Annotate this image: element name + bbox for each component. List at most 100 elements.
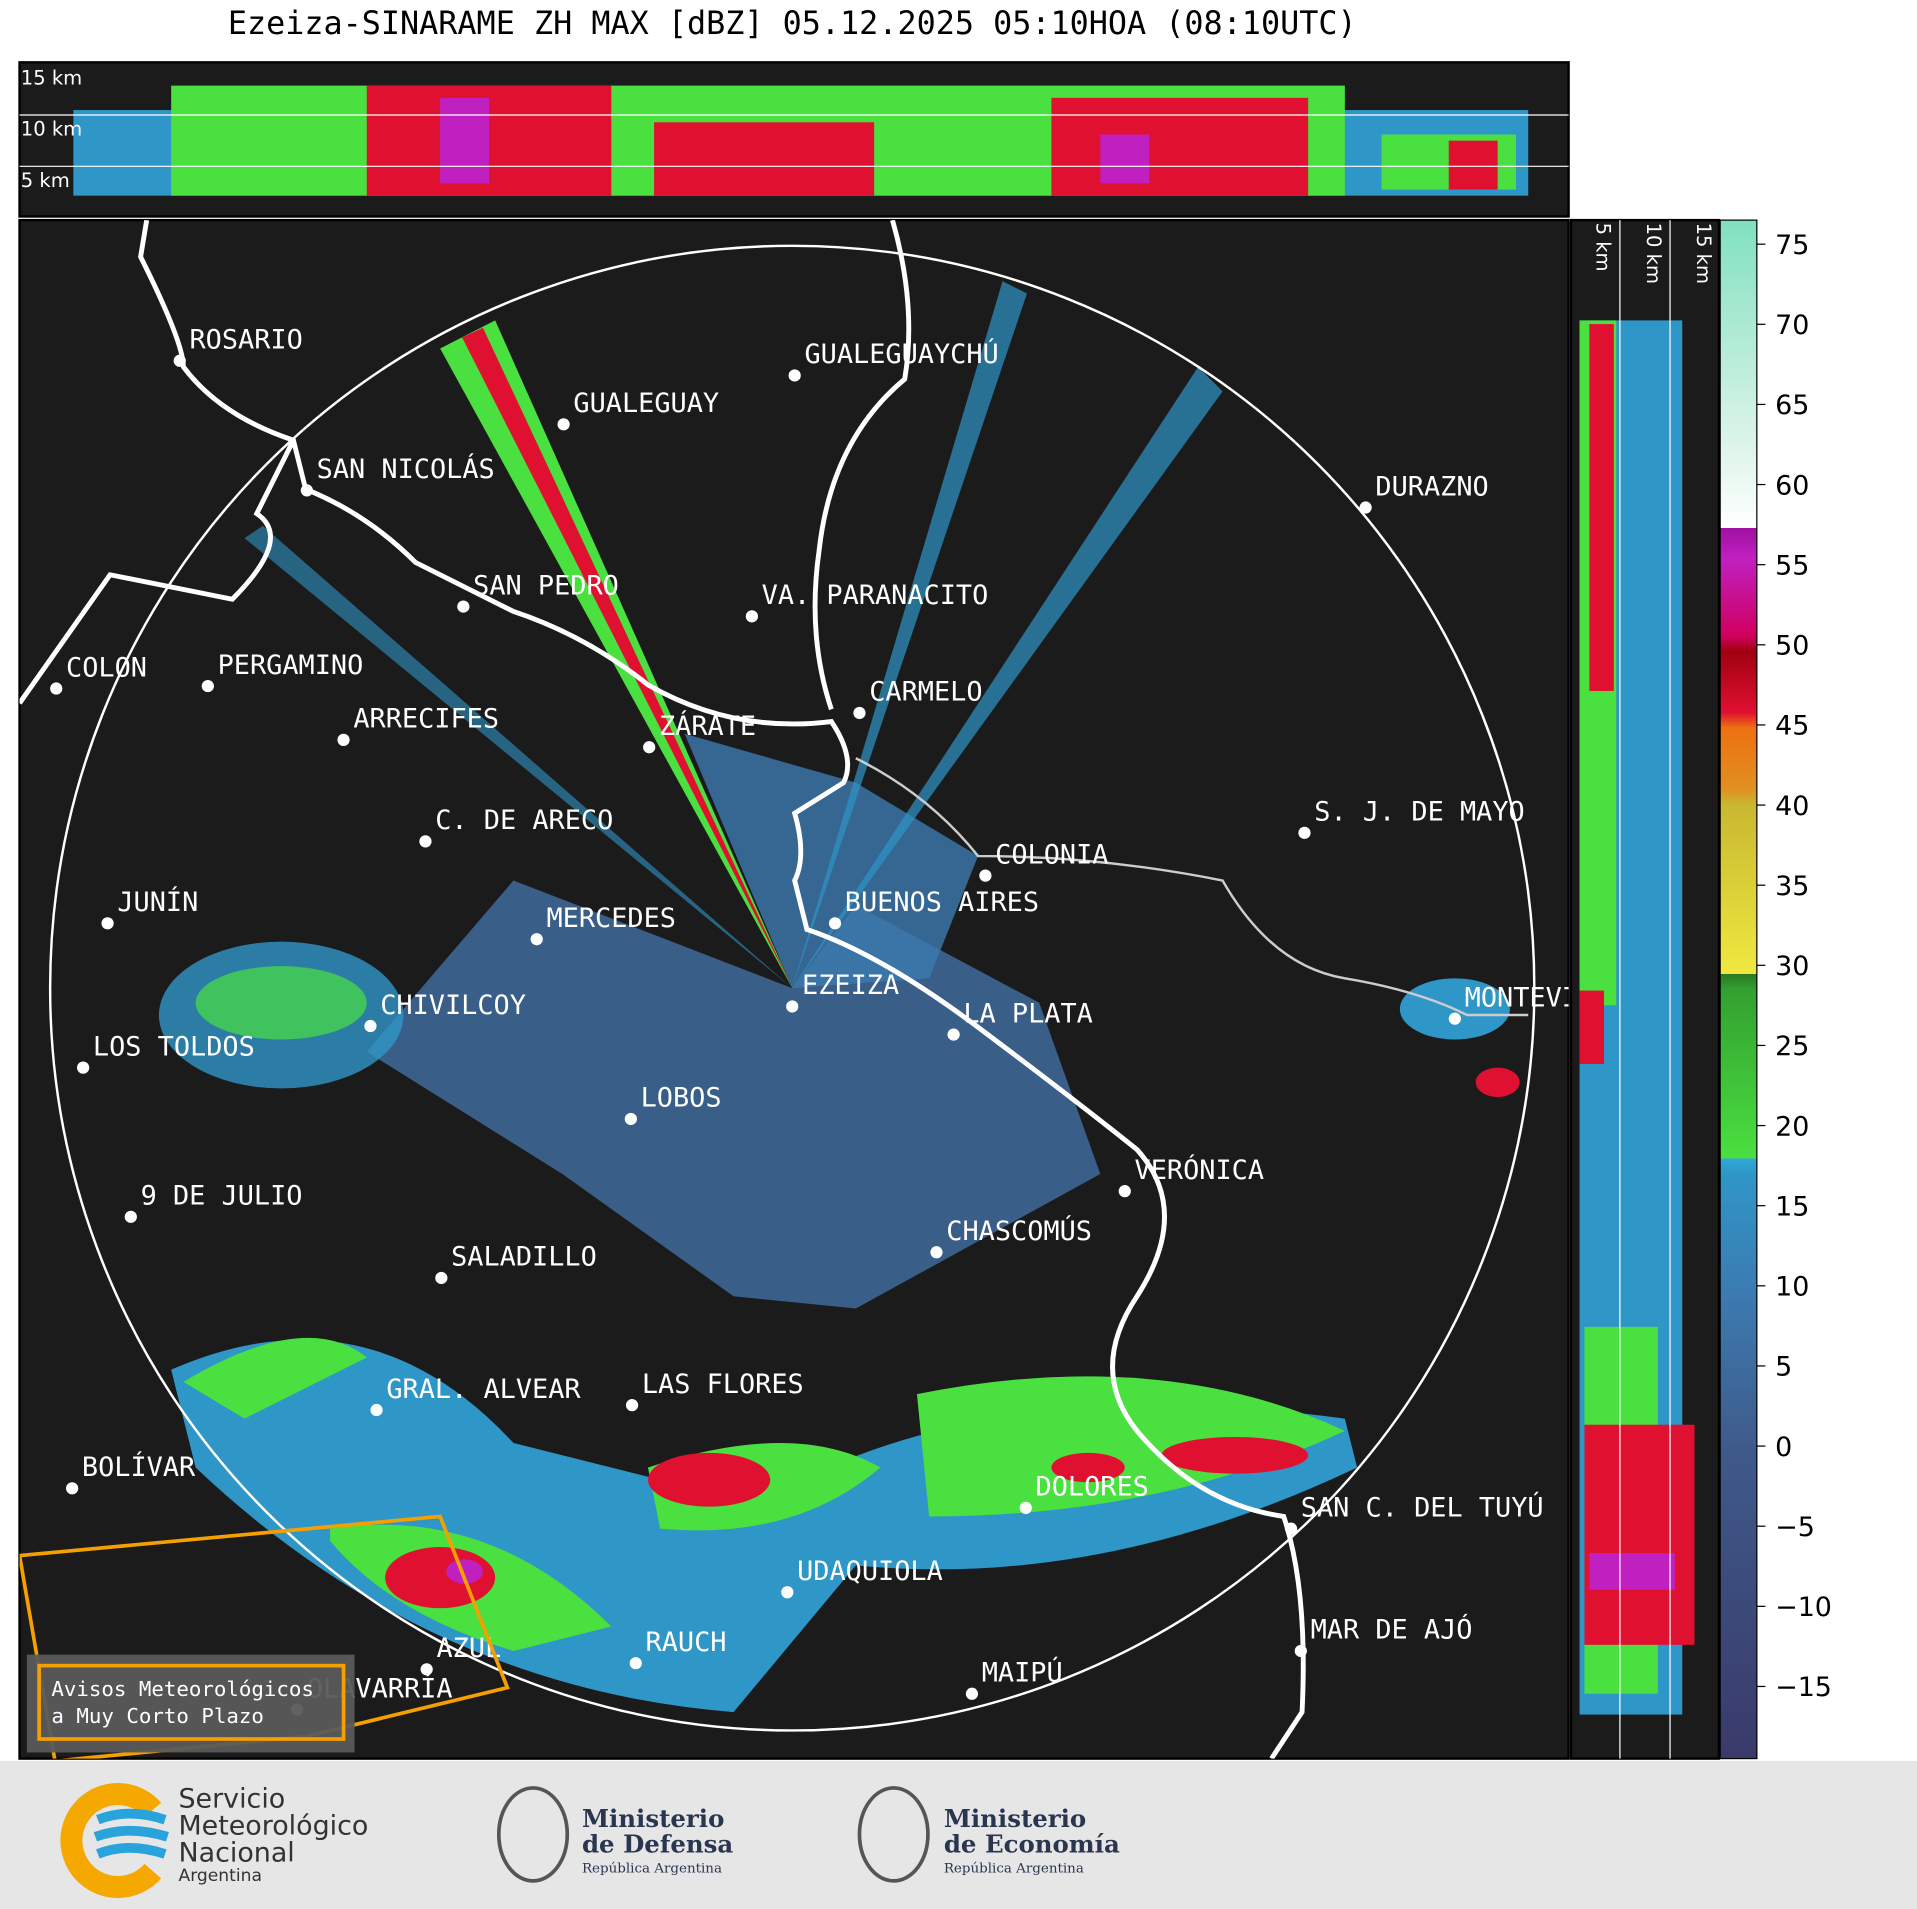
city-label: SAN NICOLÁS [317,453,495,485]
city-label: BOLÍVAR [82,1451,196,1483]
logo-text: Ministerio [582,1804,724,1833]
city-label: RAUCH [646,1627,727,1658]
city-label: LOS TOLDOS [93,1031,255,1062]
city-dot [457,600,470,613]
city-label: CHASCOMÚS [946,1215,1092,1247]
city-dot [1294,1644,1307,1658]
level-label: 10 km [1642,223,1665,284]
city-label: MONTEVIDEO [1465,982,1627,1013]
colorbar-tick-label: −5 [1775,1512,1815,1543]
logo-text: Ministerio [944,1804,1086,1833]
level-label: 5 km [21,169,70,192]
city-dot [337,733,350,746]
city-dot [643,741,656,754]
city-label: MERCEDES [546,903,676,934]
city-dot [50,682,63,695]
city-dot [788,369,801,382]
colorbar-tick-label: 65 [1775,390,1809,421]
economia-logo: Ministerio de Economía República Argenti… [857,1786,1120,1883]
city-dot [370,1403,383,1417]
city-label: LAS FLORES [642,1369,804,1400]
city-dot [965,1687,979,1700]
city-label: SAN PEDRO [473,570,619,601]
colorbar-tick-label: 20 [1775,1111,1809,1142]
city-label: VA. PARANACITO [762,580,989,611]
city-dot [201,679,214,693]
city-label: ARRECIFES [353,704,499,735]
city-dot [1298,826,1311,839]
city-label: ROSARIO [189,325,302,356]
city-dot [624,1112,637,1126]
city-label: DURAZNO [1375,471,1488,502]
level-label: 5 km [1592,223,1615,272]
city-label: DOLORES [1036,1472,1149,1503]
city-label: LA PLATA [963,998,1093,1029]
colorbar-tick-label: 5 [1775,1352,1792,1383]
city-dot [1019,1501,1032,1514]
logo-text: de Economía [944,1830,1120,1859]
city-label: 9 DE JULIO [141,1181,303,1212]
city-label: PERGAMINO [218,650,364,681]
city-dot [930,1246,943,1259]
city-label: CHIVILCOY [380,990,526,1021]
city-label: SAN C. DEL TUYÚ [1301,1491,1544,1523]
city-label: JUNÍN [117,886,198,918]
city-dot [781,1586,794,1599]
city-dot [66,1482,79,1495]
city-dot [77,1061,90,1074]
city-dot [173,354,186,367]
colorbar-tick-label: 0 [1775,1432,1792,1463]
city-label: UDAQUIOLA [797,1556,943,1587]
city-dot [101,917,114,930]
city-dot [124,1210,137,1223]
city-label: BUENOS AIRES [845,887,1039,918]
colorbar-tick-label: 75 [1775,230,1809,261]
city-dot [786,1000,799,1013]
city-dot [419,835,432,848]
logo-text: de Defensa [582,1830,733,1859]
warning-box [26,1654,355,1753]
warning-text: a Muy Corto Plazo [51,1704,264,1728]
colorbar-tick-label: 10 [1775,1272,1809,1303]
level-label: 10 km [21,118,82,141]
city-label: COLONIA [995,839,1108,870]
city-dot [530,933,543,946]
colorbar-tick-label: 70 [1775,310,1809,341]
city-dot [979,869,992,882]
city-dot [364,1019,377,1033]
colorbar-tick-label: 15 [1775,1191,1809,1222]
city-dot [1284,1522,1298,1535]
city-label: LOBOS [641,1083,722,1114]
city-dot [420,1663,433,1676]
city-dot [557,418,570,431]
city-dot [629,1657,642,1670]
logo-text: Meteorológico [178,1810,368,1841]
logo-text: Servicio [178,1783,285,1814]
city-dot [625,1399,639,1412]
logo-text: República Argentina [582,1861,722,1876]
city-label: EZEIZA [802,970,899,1001]
colorbar [1719,219,1758,1760]
colorbar-tick-label: 55 [1775,550,1809,581]
city-label: SALADILLO [451,1242,597,1273]
colorbar-tick-label: 30 [1775,951,1809,982]
warning-frame [37,1663,346,1741]
city-dot [853,706,866,720]
colorbar-tick-label: 40 [1775,791,1809,822]
colorbar-tick-label: 45 [1775,711,1809,742]
city-label: S. J. DE MAYO [1314,797,1524,828]
city-dot [947,1028,960,1041]
city-label: GRAL. ALVEAR [386,1374,581,1405]
level-label: 15 km [21,66,82,89]
city-label: MAIPÚ [982,1657,1063,1689]
colorbar-tick-label: 60 [1775,470,1809,501]
title: Ezeiza-SINARAME ZH MAX [dBZ] 05.12.2025 … [228,5,1357,42]
footer-band [0,1761,1917,1909]
logo-text: República Argentina [944,1861,1084,1876]
city-label: COLON [66,652,147,683]
city-label: GUALEGUAYCHÚ [804,338,998,370]
city-dot [1448,1012,1461,1025]
warning-text: Avisos Meteorológicos [51,1677,314,1701]
city-dot [435,1271,448,1285]
